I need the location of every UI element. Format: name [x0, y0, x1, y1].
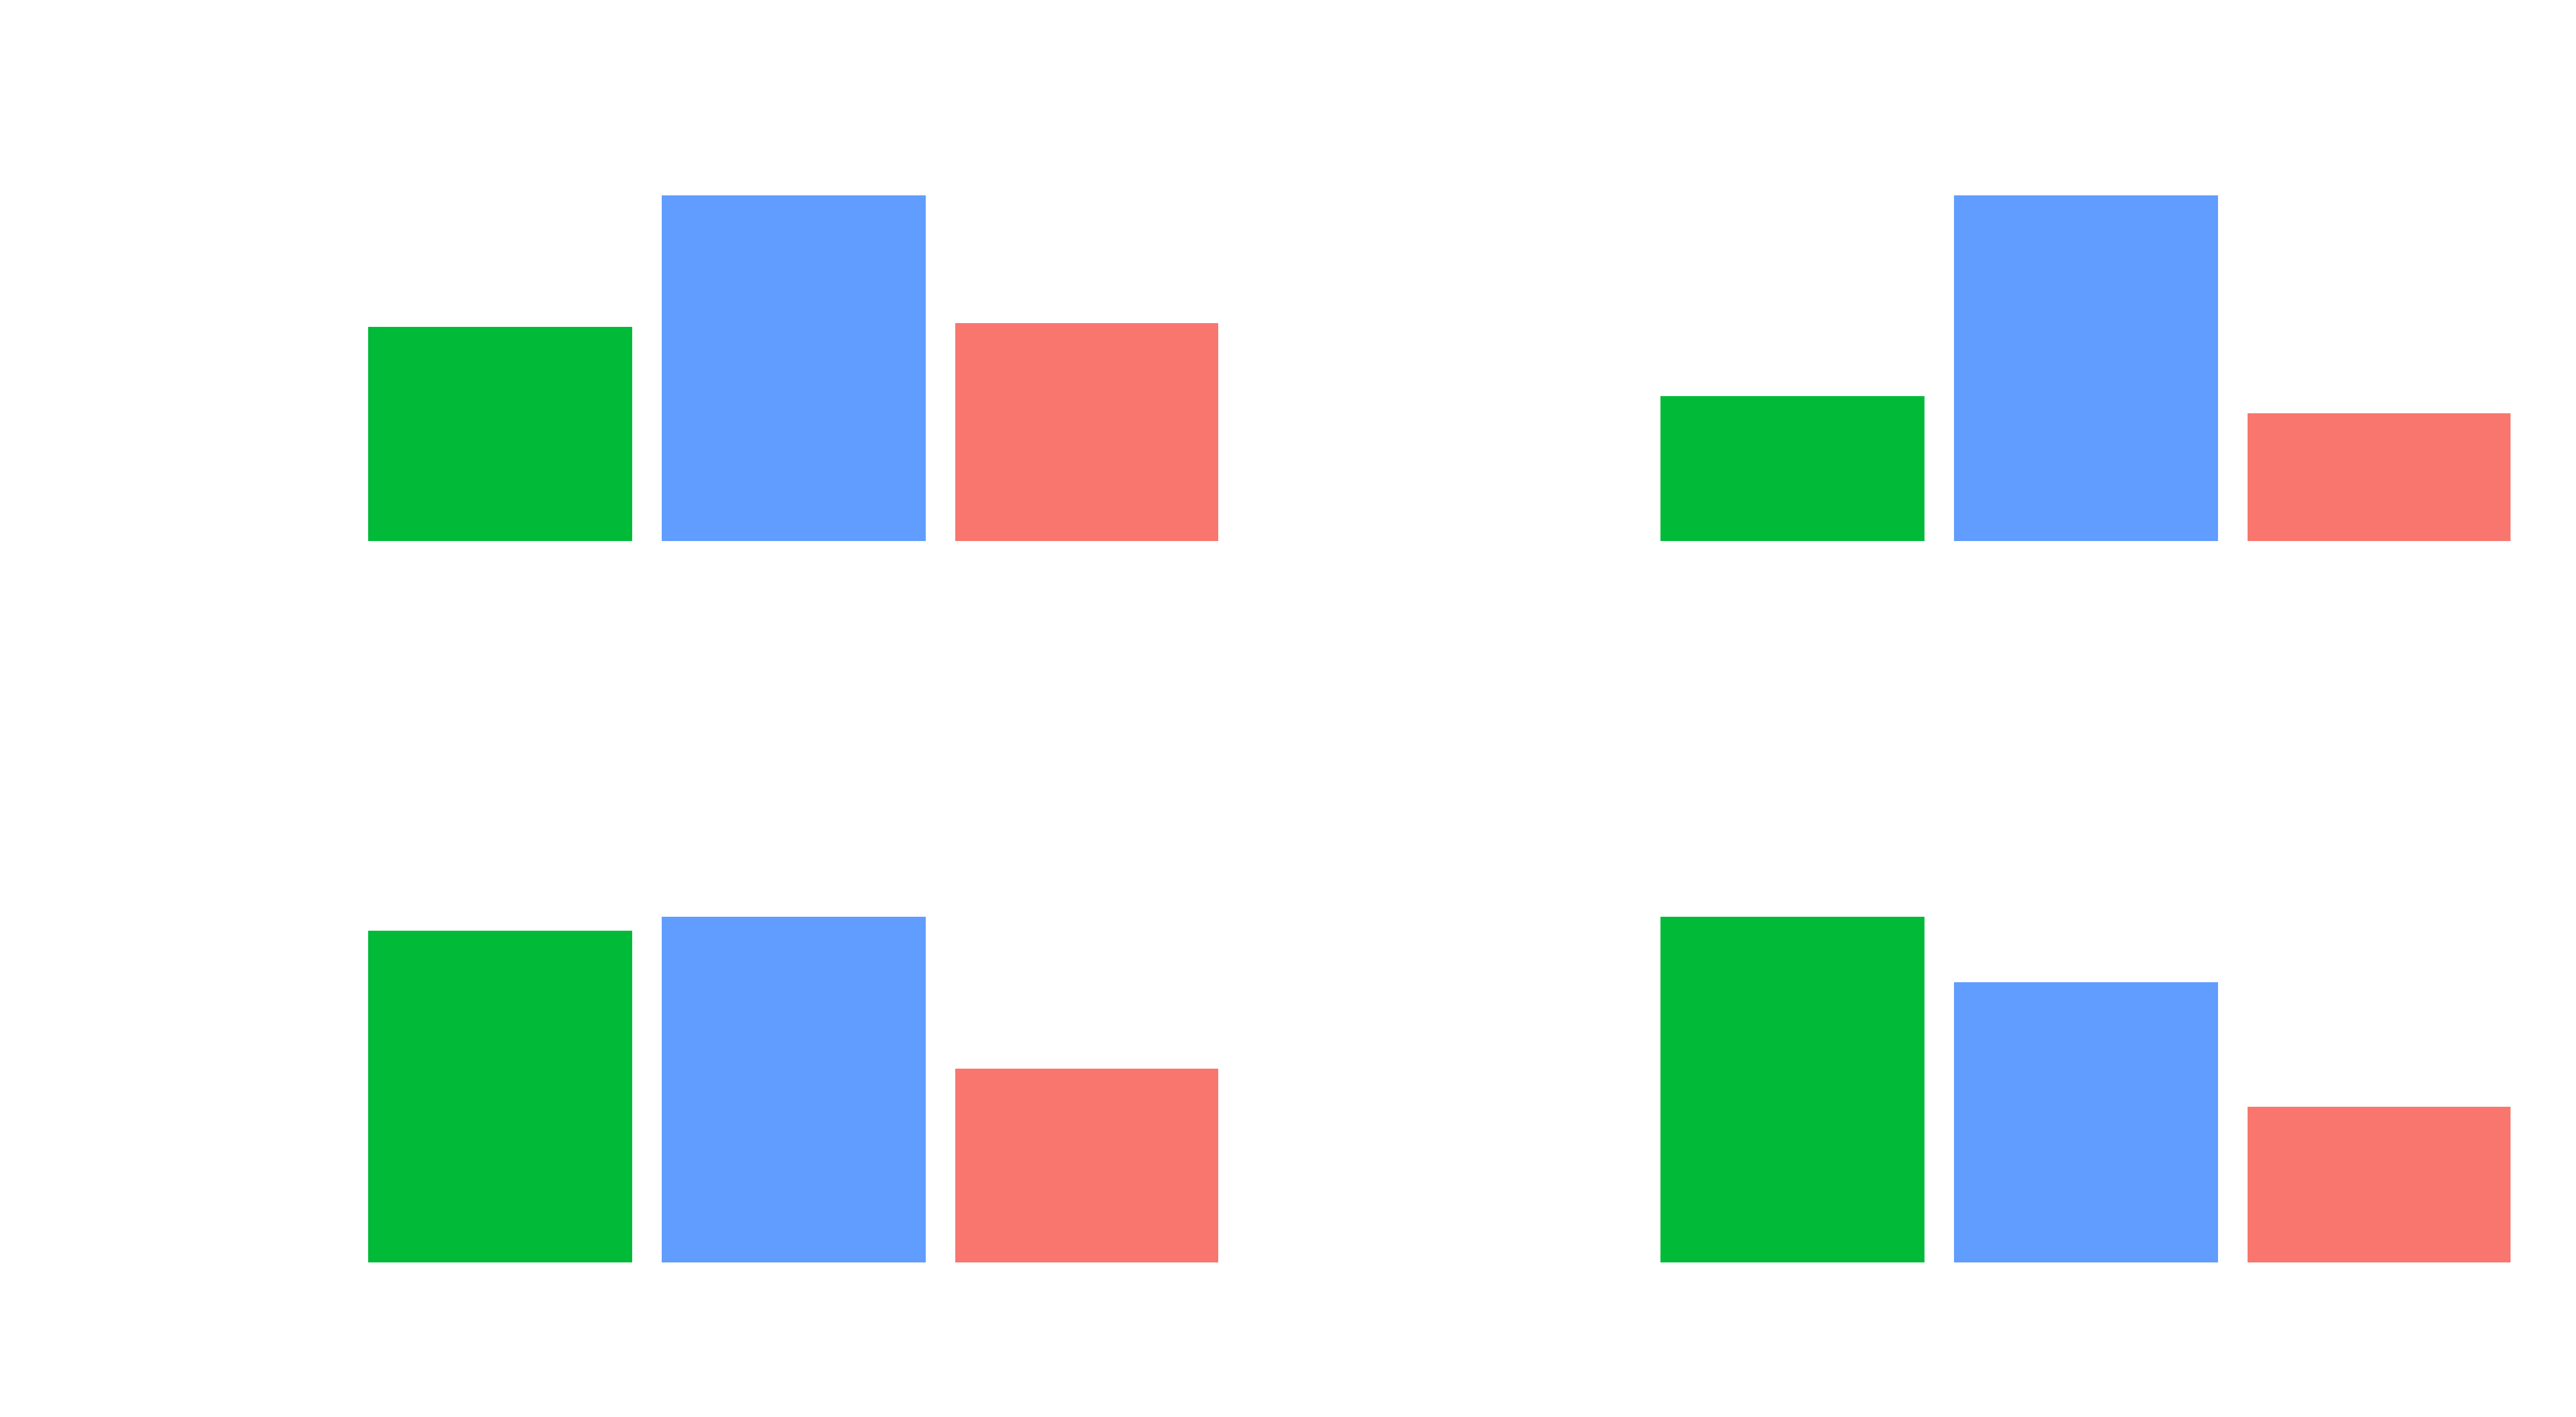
bar-green	[368, 327, 632, 541]
bar-green	[1660, 917, 1924, 1262]
bar-red	[955, 323, 1218, 541]
chart-panel-top-right	[1660, 195, 2511, 541]
chart-panel-bottom-left	[368, 917, 1218, 1262]
bar-blue	[1954, 195, 2218, 541]
bar-chart-svg	[368, 917, 1218, 1262]
bar-red	[2248, 413, 2511, 541]
bar-chart-svg	[1660, 917, 2511, 1262]
chart-panel-top-left	[368, 195, 1218, 541]
bar-red	[955, 1069, 1218, 1262]
bar-chart-svg	[368, 195, 1218, 541]
bar-green	[1660, 396, 1924, 541]
bar-chart-svg	[1660, 195, 2511, 541]
bar-blue	[662, 195, 926, 541]
bar-blue	[1954, 982, 2218, 1262]
bar-blue	[662, 917, 926, 1262]
bar-red	[2248, 1107, 2511, 1262]
chart-panel-bottom-right	[1660, 917, 2511, 1262]
bar-green	[368, 931, 632, 1262]
